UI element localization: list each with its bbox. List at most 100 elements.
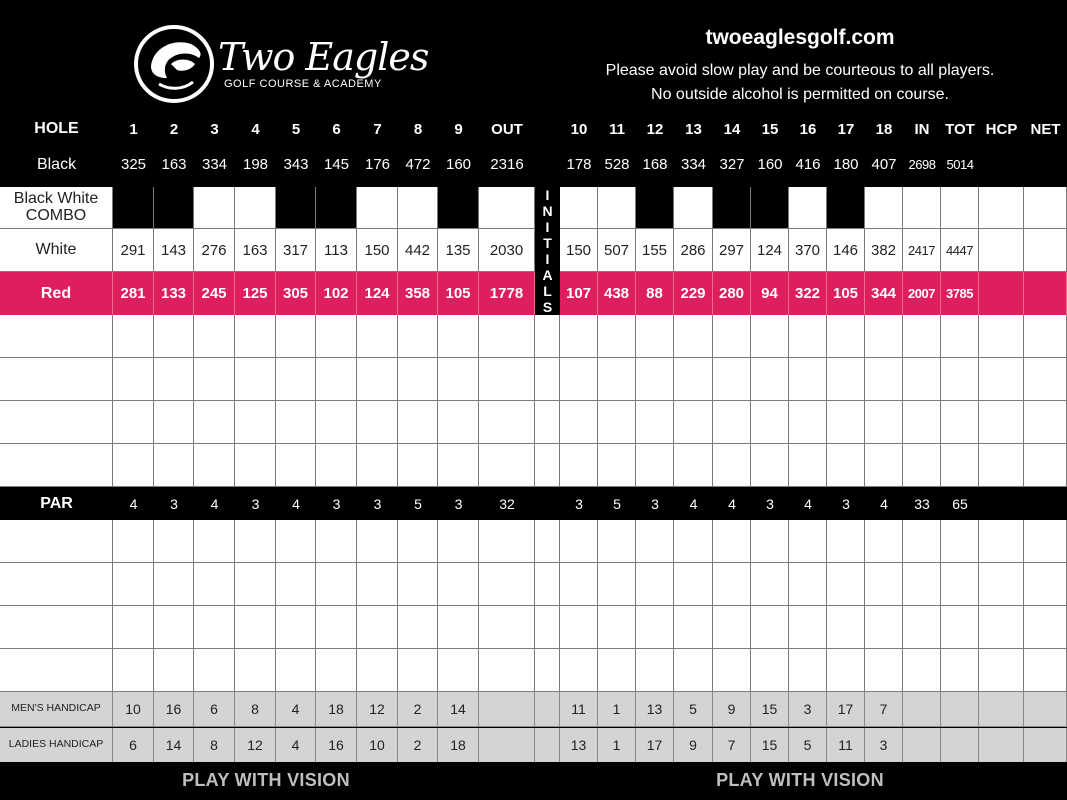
handicap-cell: 13 [560, 728, 598, 763]
score-cell [398, 520, 438, 563]
score-cell [154, 520, 194, 563]
initials-gap [535, 116, 560, 142]
score-cell [316, 401, 357, 444]
score-cell [276, 401, 316, 444]
initials-letter: L [543, 283, 552, 299]
yardage-cell: 297 [713, 229, 751, 272]
yardage-cell [276, 187, 316, 229]
score-cell [357, 563, 398, 606]
hcp-cell [979, 272, 1024, 315]
score-cell [154, 401, 194, 444]
score-cell [479, 358, 535, 401]
score-cell [438, 401, 479, 444]
score-cell [598, 444, 636, 487]
score-cell [827, 520, 865, 563]
score-cell [276, 649, 316, 692]
score-cell [789, 444, 827, 487]
score-cell [560, 401, 598, 444]
handicap-cell: 2 [398, 728, 438, 763]
yardage-cell: 176 [364, 156, 391, 173]
handicap-cell: 12 [235, 728, 276, 763]
player-score-row [0, 649, 1067, 692]
in-header: IN [914, 120, 930, 138]
hole-number: 5 [291, 120, 301, 138]
score-cell [194, 358, 235, 401]
yardage-cell: 160 [757, 156, 783, 173]
par-cell: 3 [575, 496, 583, 512]
score-cell [194, 563, 235, 606]
score-cell [1024, 444, 1067, 487]
handicap-cell: 7 [713, 728, 751, 763]
score-cell [827, 401, 865, 444]
score-cell [713, 358, 751, 401]
hole-number: 15 [761, 120, 779, 138]
score-cell [636, 358, 674, 401]
par-cell: 4 [210, 496, 219, 512]
score-cell [674, 401, 713, 444]
yardage-cell: 180 [833, 156, 859, 173]
score-cell [316, 649, 357, 692]
score-cell [154, 315, 194, 358]
score-cell [357, 606, 398, 649]
score-cell [979, 563, 1024, 606]
tot-total [941, 187, 979, 229]
handicap-blank [941, 692, 979, 727]
score-cell [1024, 315, 1067, 358]
score-cell [674, 315, 713, 358]
handicap-cell: 5 [789, 728, 827, 763]
hole-number: 16 [799, 120, 817, 138]
par-in: 33 [914, 496, 930, 512]
tee-row-red: Red 281 133 245 125 305 102 124 358 105 1778 107 438… [0, 272, 1067, 315]
score-cell [598, 315, 636, 358]
score-cell [903, 520, 941, 563]
score-cell [751, 444, 789, 487]
handicap-cell: 17 [636, 728, 674, 763]
yardage-cell: 133 [154, 272, 194, 315]
score-cell [789, 401, 827, 444]
tee-row-combo: Black White COMBO [0, 187, 1067, 229]
score-cell [789, 563, 827, 606]
score-cell [479, 563, 535, 606]
tee-label: Black White COMBO [0, 187, 113, 229]
yardage-cell: 102 [316, 272, 357, 315]
handicap-cell: 6 [194, 692, 235, 727]
score-cell [713, 401, 751, 444]
scorecard-footer: PLAY WITH VISION PLAY WITH VISION [0, 762, 1067, 800]
score-cell [560, 520, 598, 563]
score-cell [0, 358, 113, 401]
handicap-cell: 1 [598, 692, 636, 727]
score-cell [398, 563, 438, 606]
score-cell [194, 520, 235, 563]
score-cell [1024, 563, 1067, 606]
out-total [479, 187, 535, 229]
score-cell [398, 649, 438, 692]
score-cell [438, 358, 479, 401]
handicap-cell: 4 [276, 728, 316, 763]
tee-label: White [0, 229, 113, 272]
score-cell [316, 520, 357, 563]
score-cell [276, 520, 316, 563]
yardage-cell: 178 [566, 156, 592, 173]
yardage-cell [598, 187, 636, 229]
score-cell [865, 649, 903, 692]
hole-header: HOLE [34, 120, 79, 137]
initials-letter: T [543, 235, 552, 251]
handicap-cell: 9 [713, 692, 751, 727]
yardage-cell: 305 [276, 272, 316, 315]
score-cell [713, 315, 751, 358]
yardage-cell: 382 [865, 229, 903, 272]
player-score-row [0, 606, 1067, 649]
score-cell [979, 401, 1024, 444]
score-cell [598, 563, 636, 606]
hcp-cell [979, 488, 1024, 520]
score-cell [598, 401, 636, 444]
website-text: twoeaglesgolf.com [705, 26, 895, 49]
notice-line: Please avoid slow play and be courteous … [605, 62, 995, 79]
score-cell [636, 520, 674, 563]
yardage-cell: 322 [789, 272, 827, 315]
tot-total: 3785 [941, 272, 979, 315]
score-cell [479, 444, 535, 487]
score-cell [865, 444, 903, 487]
score-cell [398, 444, 438, 487]
score-cell [398, 358, 438, 401]
